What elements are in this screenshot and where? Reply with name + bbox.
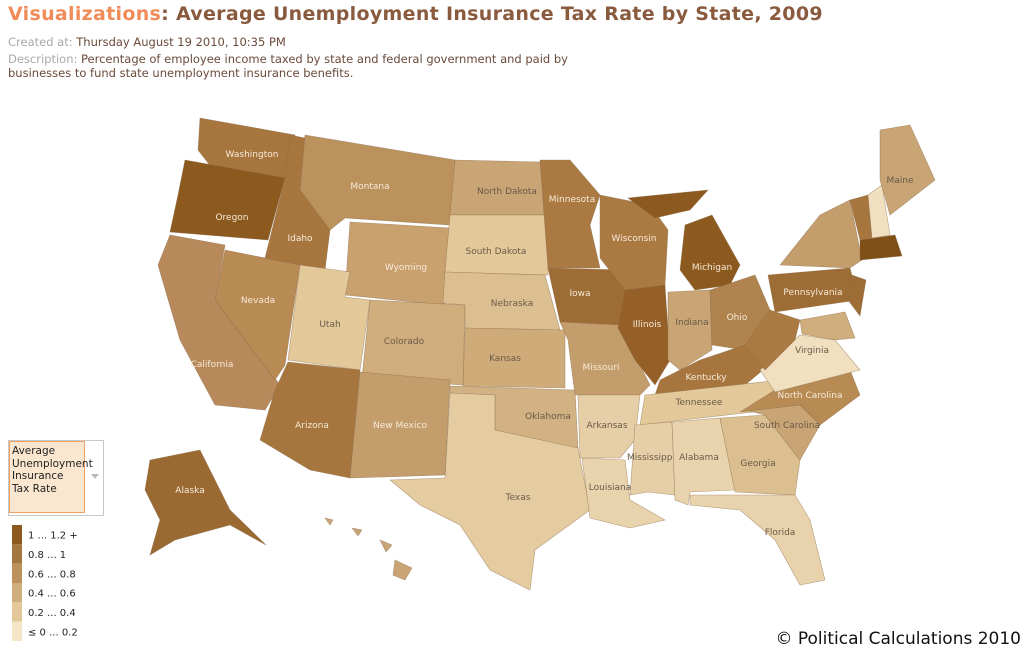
section-link[interactable]: Visualizations (8, 3, 162, 25)
state-shape (744, 309, 801, 371)
state-label: California (191, 360, 234, 370)
state-label: Ohio (727, 313, 748, 323)
description-label: Description: (8, 52, 78, 66)
state-label: Nevada (241, 296, 275, 306)
state-shape (779, 199, 863, 269)
state-shape (577, 394, 641, 459)
state-label: Louisiana (589, 483, 632, 493)
state-label: Alaska (175, 486, 204, 496)
state-label: Washington (226, 150, 279, 160)
state-label: Minnesota (549, 195, 595, 205)
legend-label: 0.2 ... 0.4 (28, 608, 76, 619)
state-shape (867, 184, 891, 239)
state-shape (259, 361, 361, 479)
state-label: Oklahoma (525, 412, 571, 422)
state-label: Missouri (582, 363, 619, 373)
legend-swatch (12, 525, 22, 545)
state-shape (389, 392, 591, 591)
state-label: Texas (505, 493, 531, 503)
state-label: Wisconsin (612, 234, 657, 244)
dataset-selector[interactable]: Average Unemployment Insurance Tax Rate (8, 440, 104, 516)
state-label: Alabama (679, 453, 719, 463)
state-label: Nebraska (491, 299, 533, 309)
legend-swatch (12, 544, 22, 564)
state-label: Florida (765, 528, 796, 538)
state-shape (879, 124, 936, 216)
state-shape (847, 274, 867, 317)
title: Visualizations: Average Unemployment Ins… (8, 3, 823, 25)
state-shape (859, 234, 903, 261)
state-shape (667, 289, 713, 371)
state-label: Indiana (675, 318, 708, 328)
legend-swatch (12, 602, 22, 622)
state-label: Colorado (384, 337, 425, 347)
state-shape (719, 414, 801, 496)
state-label: Illinois (633, 320, 662, 330)
state-shape (629, 421, 676, 496)
state-label: Utah (319, 320, 340, 330)
state-label: Idaho (287, 234, 313, 244)
created-value: Thursday August 19 2010, 10:35 PM (76, 35, 286, 49)
state-label: Michigan (692, 263, 732, 273)
title-text: : Average Unemployment Insurance Tax Rat… (161, 3, 823, 25)
state-shape (689, 494, 826, 586)
legend-swatch (12, 621, 22, 641)
dropdown-arrow (91, 474, 99, 479)
created: Created at: Thursday August 19 2010, 10:… (8, 35, 286, 49)
state-label: New Mexico (373, 421, 427, 431)
state-label: Virginia (795, 346, 829, 356)
state-label: South Carolina (754, 421, 820, 431)
state-shape (539, 159, 601, 269)
legend-label: 0.8 ... 1 (28, 550, 66, 561)
description: Description: Percentage of employee inco… (8, 52, 588, 80)
state-label: Arizona (295, 421, 329, 431)
state-label: Montana (350, 182, 389, 192)
state-label: Kansas (489, 354, 521, 364)
legend-label: 0.4 ... 0.6 (28, 589, 76, 600)
legend-swatch (12, 583, 22, 603)
state-shape (324, 517, 413, 581)
state-label: Iowa (569, 289, 590, 299)
state-label: Maine (886, 176, 913, 186)
legend-swatch (12, 563, 22, 583)
state-label: Wyoming (385, 263, 427, 273)
state-label: South Dakota (466, 247, 527, 257)
state-shape (444, 214, 549, 276)
state-label: Oregon (215, 213, 248, 223)
state-label: Tennessee (675, 398, 723, 408)
state-shape (462, 327, 566, 389)
legend-label: 1 ... 1.2 + (28, 531, 78, 542)
state-label: North Carolina (777, 391, 842, 401)
state-label: Kentucky (685, 373, 727, 383)
state-label: North Dakota (477, 187, 537, 197)
state-shape (144, 449, 267, 556)
copyright: © Political Calculations 2010 (775, 629, 1021, 649)
state-shape (157, 234, 281, 411)
state-label: Mississippi (627, 453, 675, 463)
state-label: Arkansas (586, 421, 627, 431)
state-shape (169, 159, 286, 241)
created-label: Created at: (8, 35, 73, 49)
state-label: Pennsylvania (783, 288, 842, 298)
description-value: Percentage of employee income taxed by s… (8, 52, 568, 80)
selector-text: Average Unemployment Insurance Tax Rate (9, 441, 93, 513)
state-shape (617, 284, 671, 386)
state-shape (581, 457, 666, 529)
state-label: Georgia (740, 459, 775, 469)
legend-label: 0.6 ... 0.8 (28, 569, 76, 580)
state-shape (799, 311, 856, 341)
legend-label: ≤ 0 ... 0.2 (28, 627, 78, 638)
